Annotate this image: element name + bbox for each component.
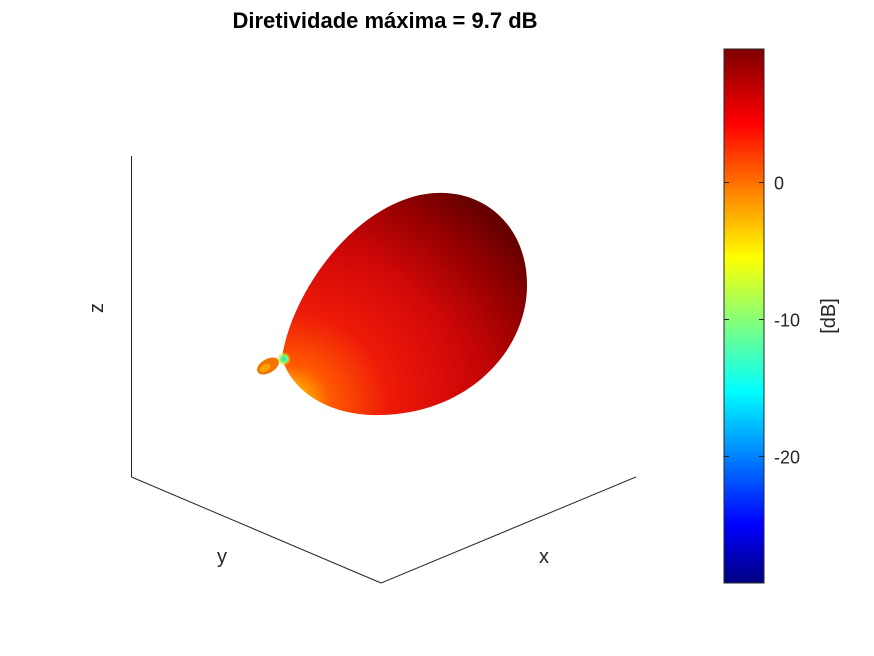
null-point (277, 352, 291, 366)
chart-title: Diretividade máxima = 9.7 dB (232, 8, 537, 33)
y-axis-label: y (217, 546, 227, 568)
main-lobe-shading (282, 192, 527, 416)
x-axis-label: x (539, 546, 549, 568)
z-axis-label: z (86, 303, 108, 313)
colorbar-ticks: 0 -10 -20 (724, 174, 800, 468)
back-lobe-highlight (259, 363, 271, 373)
colorbar-frame (723, 48, 765, 584)
x-axis-line (380, 476, 637, 584)
colorbar: 0 -10 -20 [dB] (723, 48, 840, 584)
colorbar-label: [dB] (818, 298, 840, 334)
colorbar-tick-label: -20 (774, 448, 800, 468)
radiation-pattern-surface (257, 192, 527, 416)
y-axis-line (131, 476, 382, 584)
colorbar-gradient (724, 49, 764, 583)
colorbar-tick-label: -10 (774, 311, 800, 331)
colorbar-tick-label: 0 (774, 174, 784, 194)
axes-box (131, 156, 637, 584)
